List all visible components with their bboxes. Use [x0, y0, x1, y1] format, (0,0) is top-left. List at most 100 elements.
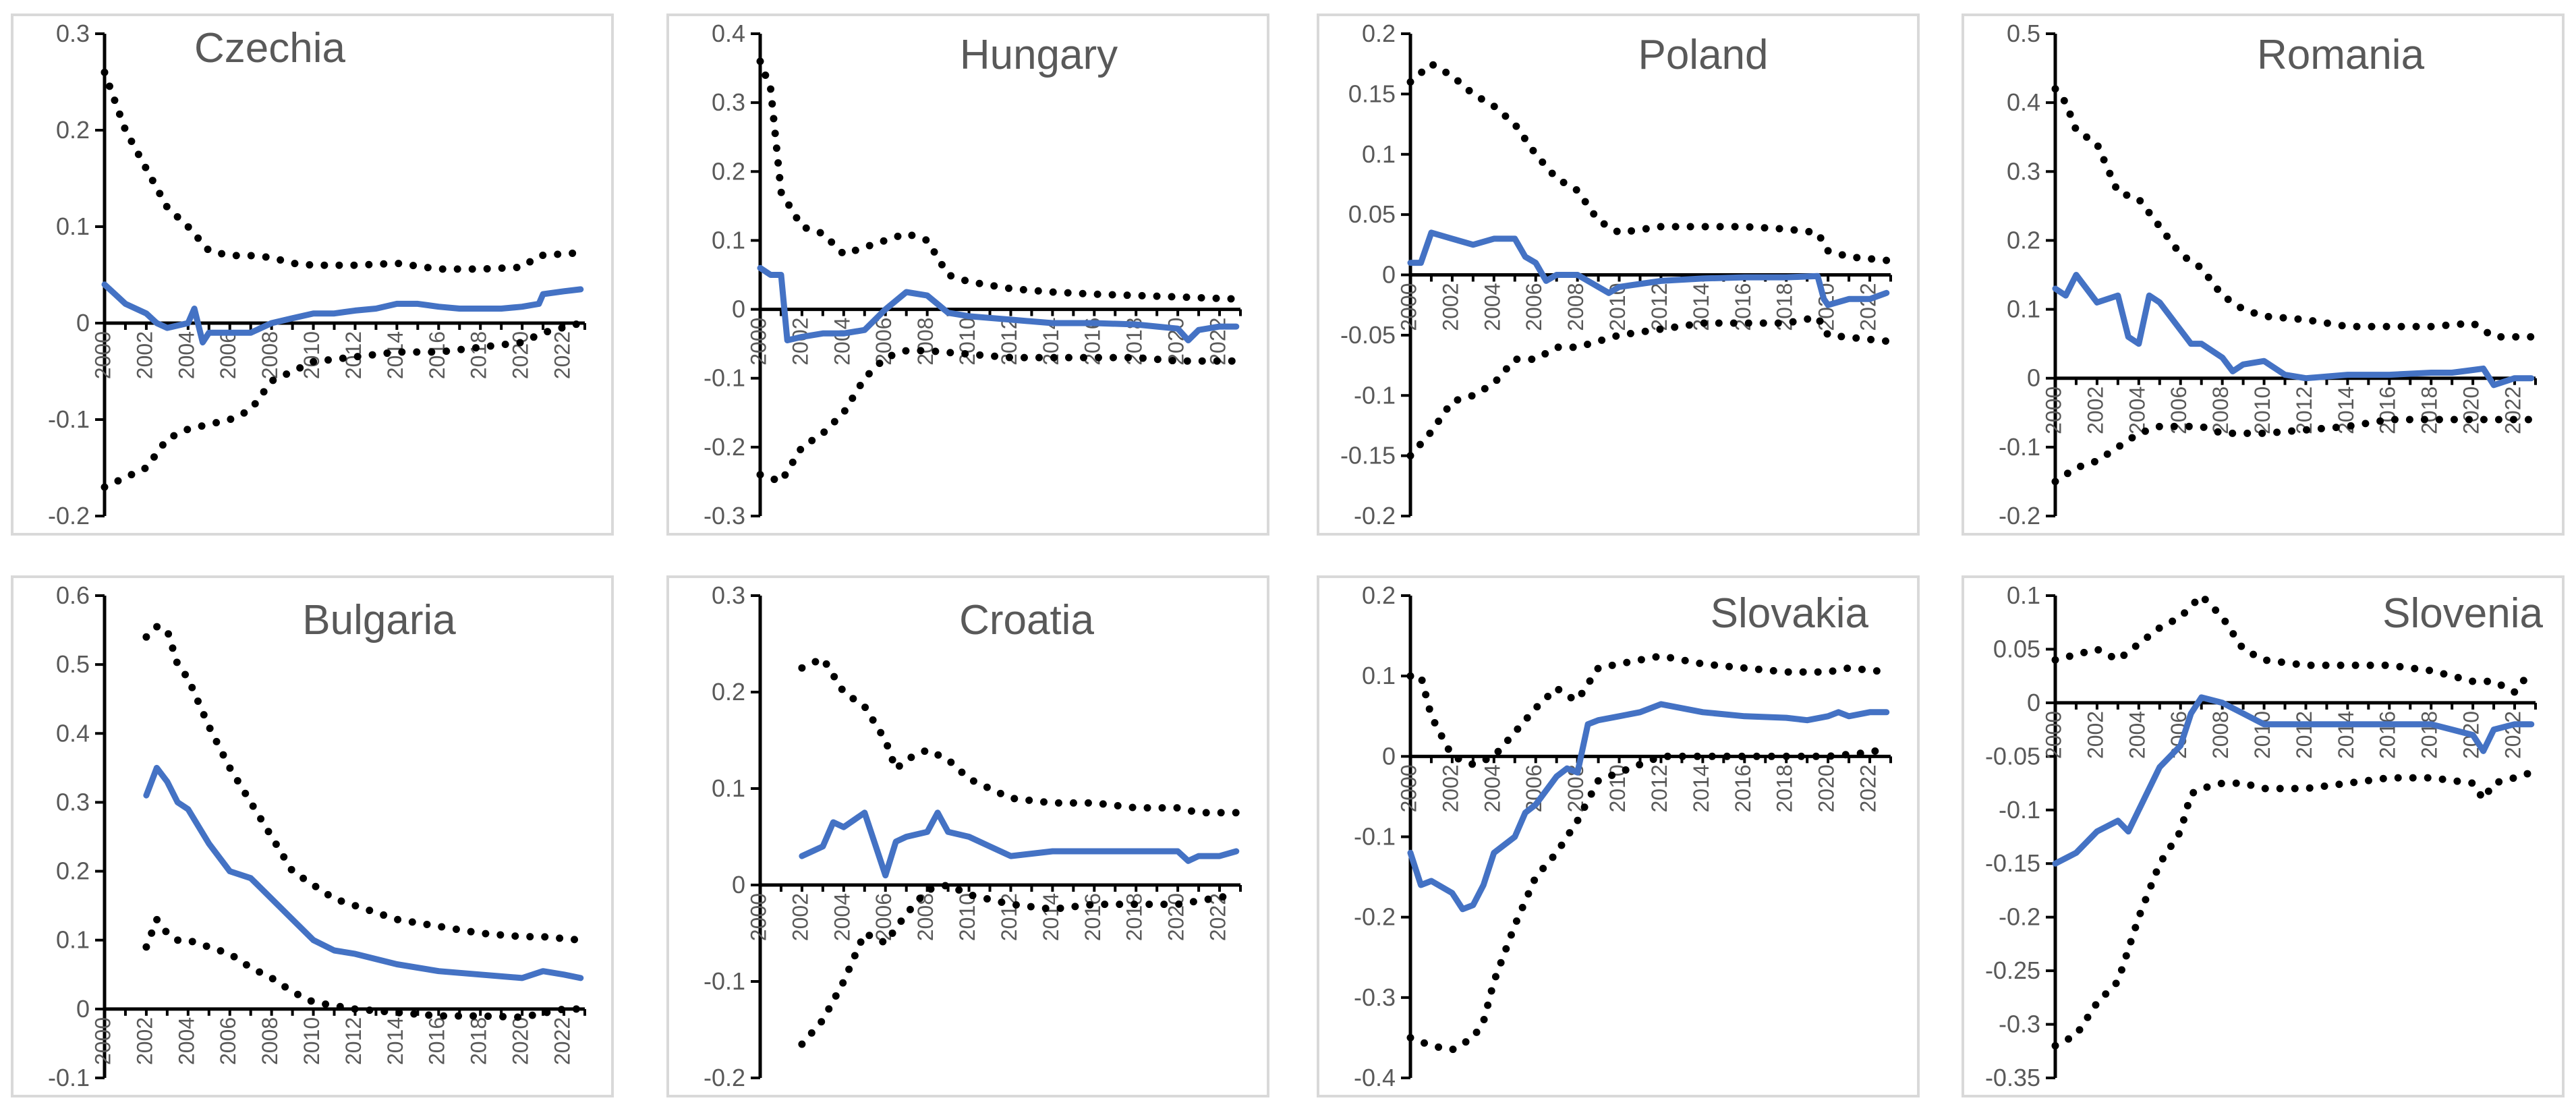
- x-tick-label: 2012: [341, 331, 366, 379]
- x-tick-label: 2002: [2083, 387, 2107, 434]
- y-tick-label: 0.4: [712, 20, 745, 47]
- y-tick-label: -0.2: [704, 1064, 745, 1091]
- estimate-line: [143, 764, 584, 981]
- y-tick-label: 0.6: [56, 581, 90, 609]
- y-tick-label: -0.2: [1999, 903, 2040, 931]
- y-tick-label: 0: [1382, 742, 1396, 770]
- y-tick-label: -0.2: [48, 502, 90, 530]
- y-tick-label: 0.05: [1348, 200, 1396, 228]
- x-tick-label: 2010: [955, 893, 979, 941]
- x-tick-label: 2020: [509, 1017, 533, 1065]
- x-tick-label: 2008: [258, 331, 282, 379]
- panel-title: Czechia: [194, 25, 346, 72]
- y-tick-label: -0.3: [1354, 983, 1396, 1011]
- x-tick-label: 2008: [913, 893, 938, 941]
- x-tick-label: 2002: [2083, 711, 2107, 759]
- panel-frame: [1962, 575, 2565, 1097]
- y-tick-label: -0.3: [704, 502, 745, 530]
- x-tick-label: 2006: [216, 1017, 240, 1065]
- x-tick-label: 2000: [2041, 711, 2065, 759]
- upper-band-line: [798, 653, 1240, 817]
- x-tick-label: 2018: [2417, 387, 2442, 434]
- upper-band-line: [756, 57, 1240, 303]
- panel-frame: [1962, 13, 2565, 536]
- y-tick-label: 0.2: [712, 678, 745, 706]
- y-tick-label: 0.3: [56, 20, 90, 47]
- lower-band-line: [2051, 768, 2536, 1050]
- y-tick-label: 0: [2027, 364, 2040, 392]
- y-tick-label: 0.4: [56, 719, 90, 747]
- x-tick-label: 2006: [216, 331, 240, 379]
- panel-title: Romania: [2257, 32, 2425, 78]
- chart-panel: 0.1 0.05 0 -0.05 -0.1 -0.15 -0.2 -0.25 -0.3 -0.35…: [1962, 575, 2565, 1097]
- x-tick-label: 2008: [258, 1017, 282, 1065]
- y-tick-label: 0: [732, 295, 745, 323]
- x-tick-label: 2020: [2459, 387, 2484, 434]
- lower-band-line: [2051, 416, 2536, 486]
- x-tick-label: 2020: [509, 331, 533, 379]
- x-tick-label: 2004: [174, 331, 198, 379]
- y-tick-label: 0.5: [2007, 20, 2040, 47]
- x-tick-label: 2002: [132, 331, 156, 379]
- panel-title: Bulgaria: [302, 597, 456, 644]
- x-tick-label: 2002: [788, 893, 812, 941]
- panel-title: Poland: [1638, 32, 1768, 78]
- x-tick-label: 2014: [1689, 764, 1713, 812]
- estimate-line: [799, 809, 1240, 879]
- y-tick-label: 0.1: [56, 926, 90, 954]
- x-tick-label: 2004: [174, 1017, 198, 1065]
- upper-band-line: [101, 68, 585, 273]
- y-tick-label: -0.05: [1340, 321, 1396, 349]
- lower-band-line: [101, 319, 585, 491]
- lower-band-line: [142, 911, 585, 1021]
- x-tick-label: 2016: [2376, 387, 2400, 434]
- x-tick-label: 2018: [1773, 764, 1797, 812]
- x-tick-label: 2016: [2376, 711, 2400, 759]
- x-tick-label: 2012: [341, 1017, 366, 1065]
- y-tick-label: -0.35: [1985, 1064, 2040, 1091]
- x-tick-label: 2008: [1564, 283, 1588, 331]
- y-tick-label: -0.25: [1985, 957, 2040, 984]
- y-tick-label: 0.2: [1362, 20, 1396, 47]
- y-tick-label: -0.2: [1354, 903, 1396, 931]
- x-tick-label: 2018: [467, 331, 491, 379]
- estimate-line: [101, 281, 584, 346]
- panel-title: Slovenia: [2382, 590, 2543, 637]
- y-tick-label: -0.4: [1354, 1064, 1396, 1091]
- y-tick-label: -0.2: [1354, 502, 1396, 530]
- x-tick-label: 2000: [1396, 283, 1421, 331]
- y-tick-label: 0.2: [56, 857, 90, 885]
- y-tick-label: 0.1: [56, 212, 90, 240]
- panel-title: Slovakia: [1711, 590, 1869, 637]
- x-tick-label: 2012: [2292, 711, 2316, 759]
- x-tick-label: 2008: [2208, 387, 2233, 434]
- x-tick-label: 2022: [2500, 711, 2525, 759]
- panel-title: Hungary: [960, 32, 1118, 78]
- x-tick-label: 2012: [1647, 764, 1671, 812]
- upper-band-line: [2051, 590, 2536, 697]
- x-tick-label: 2000: [90, 1017, 115, 1065]
- y-tick-label: -0.1: [1354, 381, 1396, 409]
- y-tick-label: 0.3: [56, 788, 90, 816]
- x-tick-label: 2002: [1438, 283, 1462, 331]
- y-tick-label: 0: [76, 309, 90, 337]
- x-tick-label: 2010: [955, 318, 979, 366]
- chart-panel: 0.2 0.15 0.1 0.05 0 -0.05 -0.1 -0.15 -0.2 2000 200…: [1317, 13, 1920, 536]
- y-tick-label: -0.2: [1999, 502, 2040, 530]
- y-tick-label: 0.3: [2007, 157, 2040, 185]
- y-tick-label: 0.1: [1362, 662, 1396, 689]
- y-tick-label: 0.2: [56, 116, 90, 144]
- x-tick-label: 2004: [1480, 764, 1504, 812]
- lower-band-line: [1406, 312, 1891, 460]
- x-tick-label: 2010: [299, 1017, 324, 1065]
- lower-band-line: [798, 881, 1240, 1048]
- y-tick-label: 0.1: [1362, 140, 1396, 168]
- lower-band-line: [756, 347, 1240, 486]
- x-tick-label: 2016: [425, 331, 449, 379]
- estimate-line: [1407, 701, 1890, 913]
- upper-band-line: [142, 622, 585, 944]
